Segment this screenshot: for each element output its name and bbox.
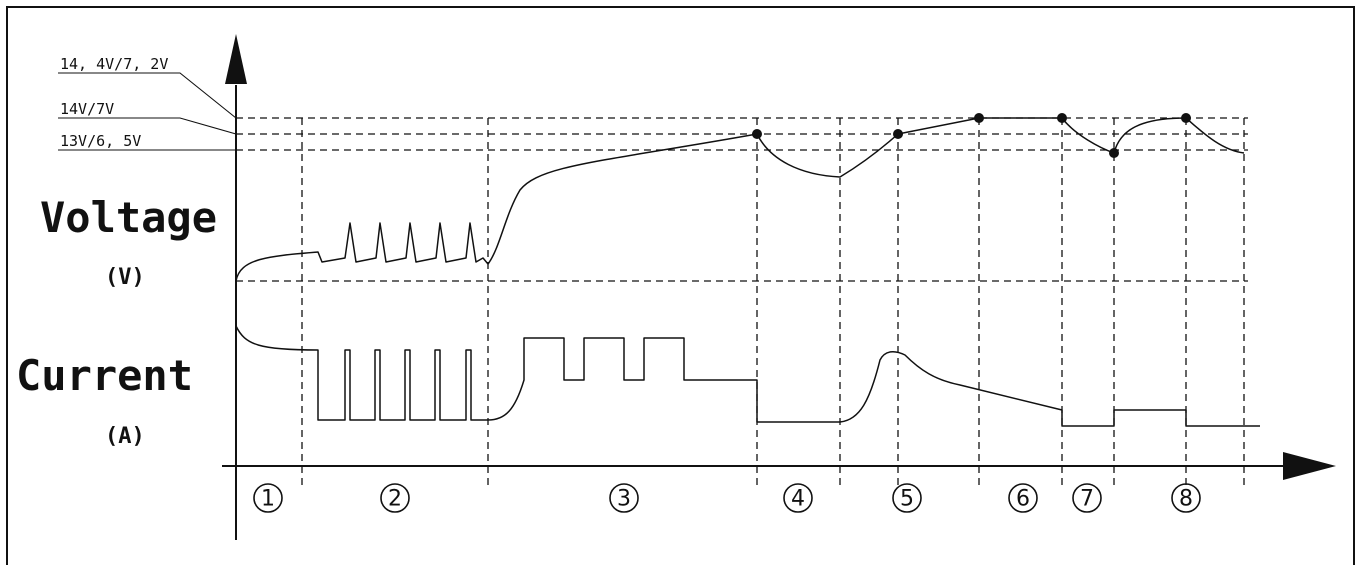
diagram-border: [6, 6, 1355, 565]
voltage-point: [974, 113, 984, 123]
stage-marker: 5: [892, 483, 922, 513]
svg-text:1: 1: [261, 487, 275, 512]
v-ref-high-label: 14, 4V/7, 2V: [60, 55, 168, 73]
svg-text:8: 8: [1179, 487, 1193, 512]
voltage-point: [1181, 113, 1191, 123]
voltage-point: [1057, 113, 1067, 123]
voltage-unit: (V): [105, 265, 145, 290]
svg-text:6: 6: [1016, 487, 1030, 512]
x-axis-arrow-icon: [1283, 452, 1336, 480]
v-ref-mid-label: 14V/7V: [60, 100, 114, 118]
stage-marker: 1: [253, 483, 283, 513]
stage-marker: 6: [1008, 483, 1038, 513]
svg-text:7: 7: [1080, 487, 1094, 512]
voltage-point: [893, 129, 903, 139]
v-ref-mid-leader: [58, 117, 237, 135]
stage-marker: 2: [380, 483, 410, 513]
voltage-curve: [235, 117, 1245, 282]
current-curve: [235, 325, 1260, 427]
voltage-point: [1109, 148, 1119, 158]
voltage-point: [752, 129, 762, 139]
svg-text:3: 3: [617, 487, 631, 512]
svg-text:5: 5: [900, 487, 914, 512]
voltage-title: Voltage: [40, 193, 217, 242]
y-axis-arrow-icon: [225, 34, 247, 84]
stage-marker: 4: [783, 483, 813, 513]
stage-marker: 8: [1171, 483, 1201, 513]
v-ref-high-leader: [58, 72, 237, 119]
stage-marker: 3: [609, 483, 639, 513]
v-ref-low-label: 13V/6, 5V: [60, 132, 141, 150]
stage-marker: 7: [1072, 483, 1102, 513]
current-title: Current: [16, 351, 193, 400]
svg-text:4: 4: [791, 487, 805, 512]
svg-text:2: 2: [388, 487, 402, 512]
current-unit: (A): [105, 424, 145, 449]
